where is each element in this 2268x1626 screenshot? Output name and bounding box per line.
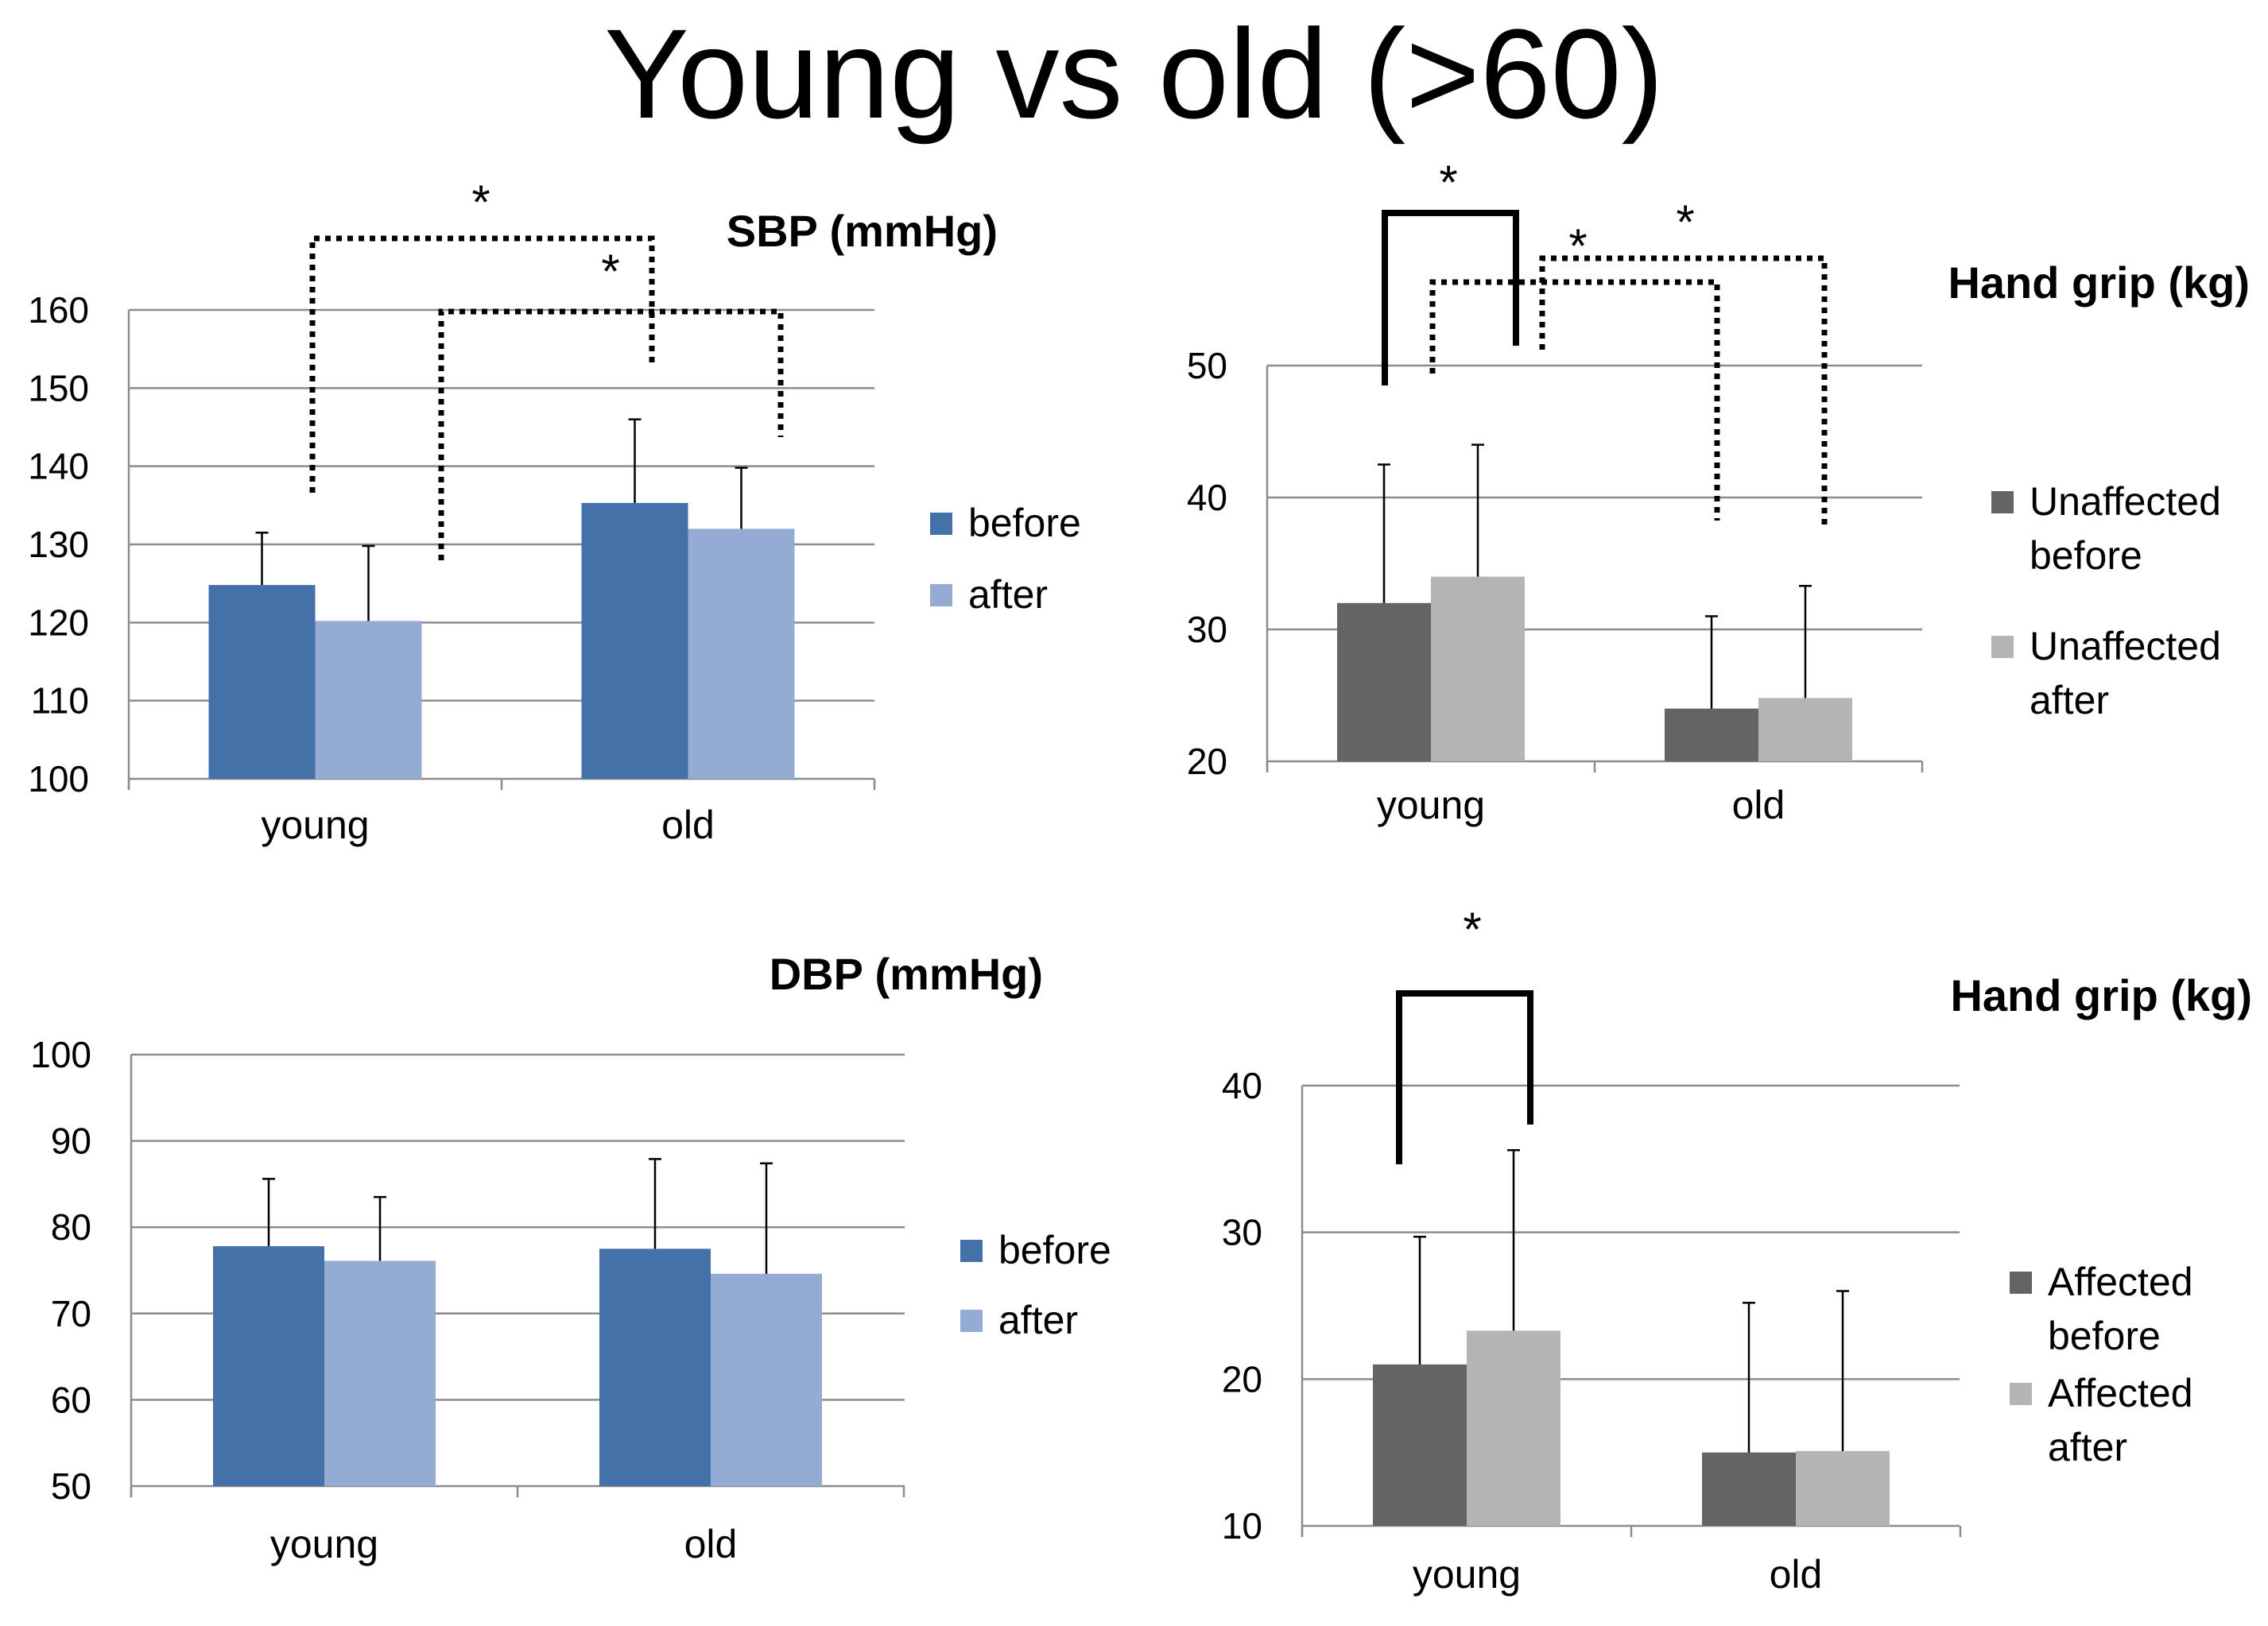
y-tick-label: 100 [28, 758, 89, 799]
legend-label: before [2048, 1314, 2161, 1358]
chart-title: SBP (mmHg) [727, 206, 998, 256]
significance-marker: * [1568, 219, 1587, 273]
y-tick-label: 10 [1222, 1505, 1262, 1547]
hand-grip-unaffected-chart: 20 30 40 50 young old Hand grip (kg) Unaffected… [1187, 156, 2250, 827]
legend-swatch [960, 1240, 983, 1262]
y-tick-label: 40 [1222, 1065, 1262, 1106]
x-tick-label: old [1732, 783, 1785, 827]
x-tick-label: young [270, 1522, 378, 1566]
y-tick-label: 50 [1187, 345, 1227, 386]
bar [688, 528, 795, 779]
bar [1467, 1330, 1560, 1526]
y-tick-label: 20 [1222, 1358, 1262, 1400]
bar [1758, 698, 1852, 761]
bar [208, 585, 316, 779]
y-tick-label: 30 [1187, 609, 1227, 650]
legend-label: before [2030, 533, 2142, 578]
y-tick-label: 150 [28, 367, 89, 408]
chart-title: Hand grip (kg) [1948, 257, 2250, 308]
legend-label: after [2048, 1425, 2127, 1469]
legend-swatch [2010, 1383, 2032, 1405]
x-tick-label: old [684, 1522, 738, 1566]
chart-title: Hand grip (kg) [1950, 970, 2252, 1020]
y-tick-label: 70 [51, 1293, 91, 1334]
bar [581, 502, 688, 779]
bar [1702, 1452, 1796, 1526]
x-tick-label: old [1770, 1552, 1823, 1597]
significance-marker: * [1676, 196, 1694, 249]
legend-label: Affected [2048, 1260, 2193, 1304]
legend-label: before [998, 1228, 1111, 1272]
legend-label: Affected [2048, 1371, 2193, 1415]
bar [324, 1260, 436, 1486]
legend-swatch [2010, 1272, 2032, 1294]
y-tick-label: 120 [28, 602, 89, 643]
y-tick-label: 50 [51, 1465, 91, 1507]
significance-bracket [1539, 255, 1828, 526]
x-tick-label: old [661, 803, 715, 847]
significance-bracket [1382, 210, 1519, 385]
bar [315, 621, 422, 779]
significance-marker: * [601, 245, 619, 298]
significance-marker: * [471, 176, 490, 229]
y-tick-label: 160 [28, 289, 89, 331]
significance-bracket [438, 308, 784, 560]
significance-bracket [309, 235, 655, 493]
legend-label: after [2030, 678, 2109, 722]
hand-grip-affected-chart: 10 20 30 40 young old Hand grip (kg) Affected be… [1222, 903, 2252, 1597]
significance-bracket [1429, 279, 1720, 521]
legend-swatch [930, 584, 952, 606]
y-tick-label: 90 [51, 1121, 91, 1162]
legend-label: after [968, 572, 1048, 617]
bar [1337, 602, 1431, 761]
legend-label: before [968, 501, 1081, 545]
legend-swatch [1991, 491, 2014, 513]
significance-marker: * [1463, 903, 1481, 956]
bar [1431, 576, 1525, 761]
legend-label: Unaffected [2030, 624, 2221, 668]
y-tick-label: 60 [51, 1379, 91, 1420]
bar [1796, 1450, 1890, 1526]
significance-marker: * [1439, 156, 1457, 209]
x-tick-label: young [1413, 1552, 1521, 1597]
y-tick-label: 100 [30, 1034, 91, 1075]
page-title: Young vs old (>60) [604, 2, 1664, 145]
bar [1373, 1364, 1467, 1526]
bar [1665, 708, 1758, 761]
y-tick-label: 80 [51, 1206, 91, 1248]
y-tick-label: 110 [31, 680, 89, 722]
sbp-chart: 100 110 120 130 140 150 160 young old SBP (mmHg) b… [28, 176, 1081, 847]
y-tick-label: 30 [1222, 1212, 1262, 1253]
y-tick-label: 20 [1187, 741, 1227, 782]
legend-label: Unaffected [2030, 479, 2221, 524]
y-tick-label: 40 [1187, 477, 1227, 518]
bar [599, 1249, 711, 1486]
x-tick-label: young [261, 803, 369, 847]
significance-bracket [1396, 990, 1533, 1164]
y-tick-label: 140 [28, 446, 89, 487]
legend-label: after [998, 1298, 1078, 1342]
x-tick-label: young [1377, 783, 1485, 827]
dbp-chart: 50 60 70 80 90 100 young old DBP (mmHg) before aft… [30, 949, 1111, 1566]
legend-swatch [1991, 636, 2014, 658]
bar [213, 1246, 324, 1486]
bar [711, 1273, 822, 1486]
chart-title: DBP (mmHg) [770, 949, 1043, 999]
legend-swatch [960, 1310, 983, 1332]
y-tick-label: 130 [28, 524, 89, 565]
legend-swatch [930, 513, 952, 535]
